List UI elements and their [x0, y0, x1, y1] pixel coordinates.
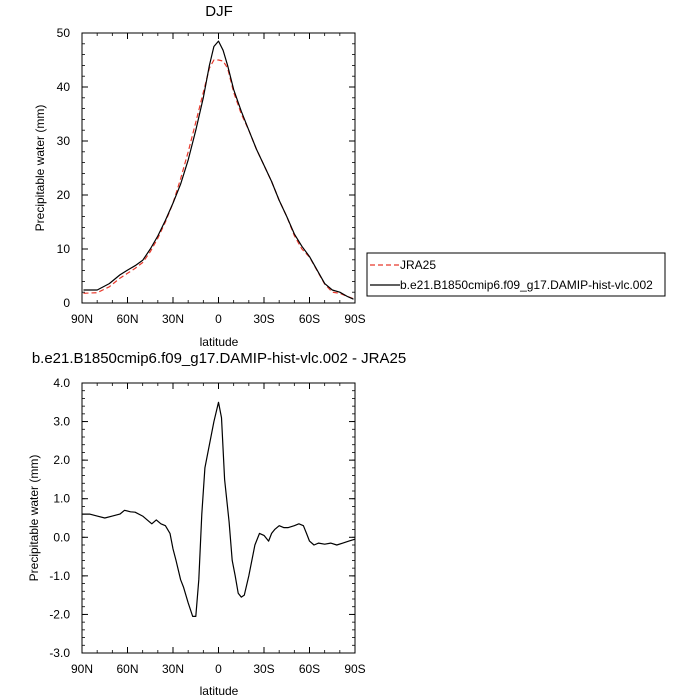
top-x-tick-label: 90S [344, 312, 365, 326]
bottom-x-tick-label: 60N [116, 662, 138, 676]
top-y-tick-label: 10 [57, 242, 71, 256]
top-chart-title: DJF [205, 3, 233, 20]
bottom-y-tick-label: -3.0 [49, 646, 70, 660]
top-x-tick-label: 30N [162, 312, 184, 326]
top-series-line-0 [83, 59, 354, 300]
legend: JRA25 b.e21.B1850cmip6.f09_g17.DAMIP-his… [366, 252, 666, 297]
bottom-x-tick-label: 90N [71, 662, 93, 676]
bottom-panel: b.e21.B1850cmip6.f09_g17.DAMIP-hist-vlc.… [27, 350, 406, 698]
legend-label-jra25: JRA25 [400, 258, 436, 272]
top-y-tick-label: 0 [63, 296, 70, 310]
top-y-axis-label: Precipitable water (mm) [33, 105, 47, 232]
bottom-y-tick-label: -1.0 [49, 569, 70, 583]
legend-box [366, 252, 666, 297]
bottom-x-tick-label: 30S [253, 662, 274, 676]
bottom-y-tick-label: -2.0 [49, 607, 70, 621]
bottom-x-axis-label: latitude [200, 684, 239, 698]
top-y-tick-label: 30 [57, 134, 71, 148]
bottom-chart-title: b.e21.B1850cmip6.f09_g17.DAMIP-hist-vlc.… [32, 350, 406, 367]
bottom-plot-area: 90N 60N 30N 0 30S 60S 90S -3.0 -2.0 -1.0 0.0 1.0 2.0… [49, 376, 365, 676]
bottom-y-axis-label: Precipitable water (mm) [27, 455, 41, 582]
top-x-tick-label: 0 [215, 312, 222, 326]
bottom-x-tick-label: 30N [162, 662, 184, 676]
top-panel: DJF 90N 60N 30N 0 30S 60S 90S 0 10 20 30 40 50 Preci… [33, 3, 366, 349]
bottom-x-tick-label: 0 [215, 662, 222, 676]
bottom-series-line-0 [82, 401, 356, 618]
bottom-y-tick-label: 2.0 [53, 453, 70, 467]
legend-label-model: b.e21.B1850cmip6.f09_g17.DAMIP-hist-vlc.… [400, 278, 653, 292]
top-x-tick-label: 90N [71, 312, 93, 326]
bottom-y-tick-label: 1.0 [53, 492, 70, 506]
top-y-tick-label: 20 [57, 188, 71, 202]
bottom-y-tick-label: 4.0 [53, 376, 70, 390]
top-plot-area: 90N 60N 30N 0 30S 60S 90S 0 10 20 30 40 50 [57, 26, 366, 326]
top-series-line-1 [83, 40, 354, 300]
bottom-y-tick-label: 0.0 [53, 530, 70, 544]
bottom-x-tick-label: 90S [344, 662, 365, 676]
top-x-axis-label: latitude [200, 335, 239, 349]
top-x-tick-label: 60S [299, 312, 320, 326]
bottom-y-tick-label: 3.0 [53, 415, 70, 429]
top-x-tick-label: 30S [253, 312, 274, 326]
top-x-tick-label: 60N [116, 312, 138, 326]
bottom-plot-frame [81, 382, 356, 654]
top-y-tick-label: 40 [57, 80, 71, 94]
top-y-tick-label: 50 [57, 26, 71, 40]
bottom-x-tick-label: 60S [299, 662, 320, 676]
top-plot-frame [81, 32, 356, 304]
